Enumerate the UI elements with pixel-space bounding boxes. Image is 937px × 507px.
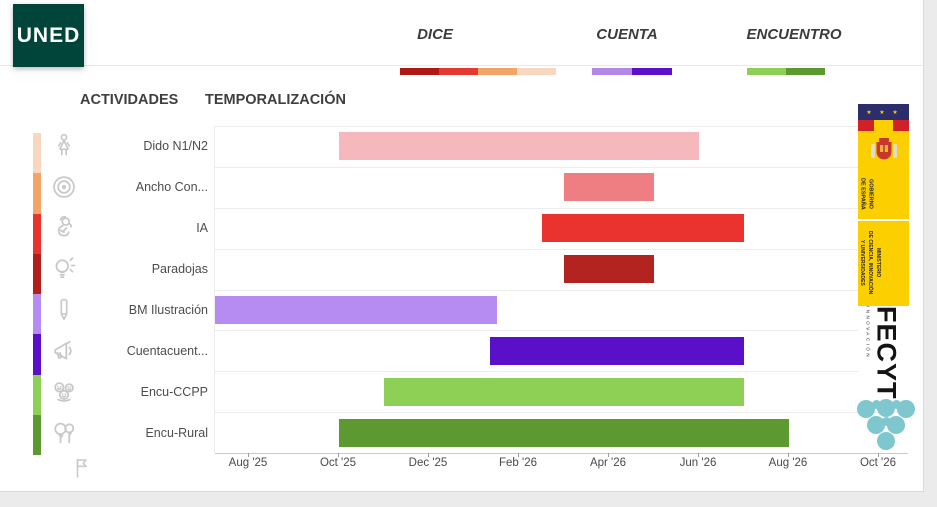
fecyt-logo: INNOVACIÓN FECYT — [858, 306, 909, 400]
strip-segment — [33, 133, 41, 174]
row-separator — [215, 330, 908, 332]
row-separator — [215, 248, 908, 250]
axis-tick — [428, 453, 429, 457]
row-label: IA — [196, 221, 208, 236]
legend-swatches-dice[interactable] — [400, 68, 556, 75]
row-separator — [215, 166, 908, 168]
axis-tick-label: Dec '25 — [408, 457, 448, 469]
gantt-bar-dido-n1-n2[interactable] — [339, 132, 699, 161]
axis-tick-label: Apr '26 — [589, 457, 627, 469]
uned-logo-text: UNED — [16, 23, 81, 47]
axis-tick-label: Oct '25 — [319, 457, 357, 469]
woman-icon — [49, 132, 79, 160]
axis-tick — [878, 453, 879, 457]
row-separator — [215, 289, 908, 291]
axis-tick — [338, 453, 339, 457]
legend-swatches-cuenta[interactable] — [592, 68, 672, 75]
row-separator — [215, 207, 908, 209]
legend-swatch — [592, 68, 632, 75]
axis-tick — [698, 453, 699, 457]
gantt-bar-ancho-con-[interactable] — [564, 173, 654, 202]
flag-icon — [66, 455, 96, 481]
legend-swatch — [747, 68, 786, 75]
axis-tick — [248, 453, 249, 457]
gobierno-espana-label: GOBIERNO DE ESPAÑA — [859, 178, 874, 210]
strip-segment — [33, 213, 41, 254]
megaphone-icon — [49, 337, 79, 365]
gantt-bar-encu-ccpp[interactable] — [384, 377, 744, 406]
gantt-bar-cuentacuent-[interactable] — [489, 336, 744, 365]
ministerio-label: MINISTERIO DE CIENCIA, INNOVACIÓN Y UNIVER… — [859, 231, 881, 295]
row-label: Ancho Con... — [135, 180, 208, 195]
strip-segment — [33, 294, 41, 335]
spain-flag-icon — [858, 120, 909, 131]
axis-tick-label: Aug '25 — [228, 457, 268, 469]
column-header-actividades: ACTIVIDADES — [80, 92, 179, 108]
axis-tick — [788, 453, 789, 457]
fecyt-dot-small — [891, 400, 901, 409]
strip-segment — [33, 253, 41, 294]
legend-swatch — [517, 68, 556, 75]
content-card: UNED DICE CUENTA ENCUENTRO ACTIVIDADES TEM… — [0, 0, 924, 492]
legend-title-encuentro: ENCUENTRO — [746, 26, 842, 43]
pencil-icon — [49, 296, 79, 324]
row-label: Paradojas — [151, 262, 208, 277]
target-icon — [49, 173, 79, 201]
row-label: Encu-Rural — [145, 425, 208, 440]
gobierno-espana-logo: ★ ★ ★ GOBIERNO DE ESPAÑA MINISTERIO D — [858, 104, 909, 306]
legend-title-dice: DICE — [417, 26, 453, 43]
legend-swatch — [439, 68, 478, 75]
gantt-bar-bm-ilustraci-n[interactable] — [215, 295, 497, 324]
strip-segment — [33, 414, 41, 455]
axis-tick-label: Oct '26 — [859, 457, 897, 469]
axis-tick-label: Aug '26 — [768, 457, 808, 469]
fecyt-dot — [867, 416, 885, 434]
row-separator — [215, 126, 908, 127]
lightbulb-icon — [49, 255, 79, 283]
axis-tick-label: Jun '26 — [679, 457, 717, 469]
banner-divider — [858, 219, 909, 221]
axis-tick-label: Feb '26 — [499, 457, 537, 469]
spain-coat-of-arms-icon — [858, 131, 909, 169]
strip-segment — [33, 173, 41, 214]
header-bar — [0, 0, 923, 66]
axis-tick — [518, 453, 519, 457]
fecyt-dot — [887, 416, 905, 434]
row-label: Cuentacuent... — [126, 343, 208, 358]
column-header-temporalizacion: TEMPORALIZACIÓN — [205, 92, 346, 108]
gantt-bar-ia[interactable] — [541, 214, 744, 243]
fecyt-innovacion-label: INNOVACIÓN — [865, 306, 871, 360]
legend-swatch — [400, 68, 439, 75]
gantt-plot-area — [214, 126, 908, 454]
legend-swatch — [478, 68, 517, 75]
strip-segment — [33, 334, 41, 375]
legend-swatch — [786, 68, 825, 75]
fecyt-dot — [877, 432, 895, 450]
fecyt-dot — [857, 400, 875, 418]
gesture-icon — [49, 214, 79, 242]
axis-baseline — [215, 453, 908, 454]
fecyt-dot-small — [871, 400, 881, 409]
eu-stars-strip: ★ ★ ★ — [858, 104, 909, 120]
legend-swatch — [632, 68, 672, 75]
strip-segment — [33, 374, 41, 415]
axis-tick — [608, 453, 609, 457]
row-separator — [215, 371, 908, 373]
legend-swatches-encuentro[interactable] — [747, 68, 825, 75]
group-icon — [49, 378, 79, 406]
gantt-bar-encu-rural[interactable] — [339, 418, 789, 447]
fecyt-dot — [877, 398, 895, 417]
fecyt-name-label: FECYT — [871, 306, 902, 400]
row-label: Encu-CCPP — [140, 384, 208, 399]
gantt-bar-paradojas[interactable] — [564, 255, 654, 284]
uned-logo: UNED — [13, 4, 84, 67]
fecyt-dot-small — [881, 417, 891, 426]
trees-icon — [49, 419, 79, 447]
legend-title-cuenta: CUENTA — [596, 26, 658, 43]
row-label: BM Ilustración — [128, 302, 208, 317]
row-separator — [215, 412, 908, 414]
fecyt-dot — [897, 400, 915, 418]
row-label: Dido N1/N2 — [143, 139, 208, 154]
